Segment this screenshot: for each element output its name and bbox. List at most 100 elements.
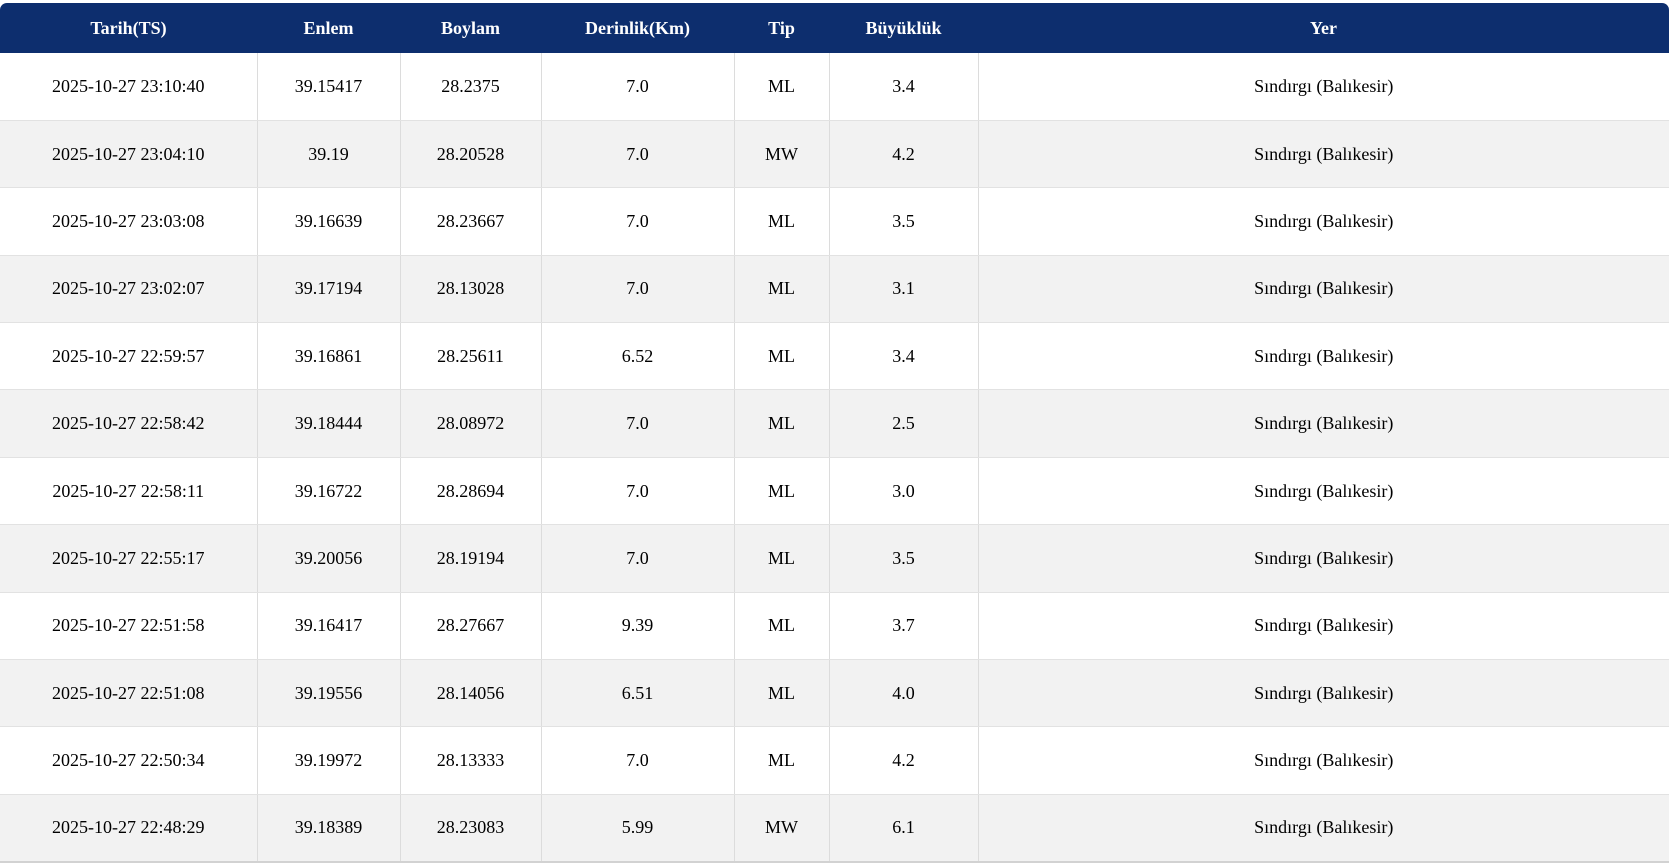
table-cell-tarih: 2025-10-27 22:51:58: [0, 592, 258, 661]
column-header-buyukluk: Büyüklük: [829, 3, 978, 53]
table-cell-buyukluk: 3.4: [829, 53, 979, 121]
table-row: 2025-10-27 23:03:08 39.16639 28.23667 7.0 ML…: [0, 187, 1669, 256]
table-cell-tip: ML: [734, 659, 830, 728]
table-cell-derinlik: 9.39: [541, 592, 735, 661]
table-cell-derinlik: 7.0: [541, 726, 735, 795]
table-cell-yer: Sındırgı (Balıkesir): [978, 322, 1669, 391]
table-cell-enlem: 39.16417: [257, 592, 401, 661]
table-cell-tarih: 2025-10-27 23:04:10: [0, 120, 258, 189]
table-cell-tip: ML: [734, 255, 830, 324]
table-cell-derinlik: 7.0: [541, 255, 735, 324]
table-cell-derinlik: 7.0: [541, 53, 735, 121]
table-cell-derinlik: 7.0: [541, 187, 735, 256]
table-cell-enlem: 39.19: [257, 120, 401, 189]
table-cell-tip: ML: [734, 726, 830, 795]
table-cell-tip: ML: [734, 389, 830, 458]
table-row: 2025-10-27 22:48:29 39.18389 28.23083 5.99 M…: [0, 794, 1669, 863]
table-cell-tip: ML: [734, 524, 830, 593]
table-row: 2025-10-27 22:51:08 39.19556 28.14056 6.51 M…: [0, 659, 1669, 728]
table-cell-tarih: 2025-10-27 23:03:08: [0, 187, 258, 256]
table-cell-tip: ML: [734, 322, 830, 391]
table-cell-boylam: 28.28694: [400, 457, 542, 526]
table-cell-derinlik: 5.99: [541, 794, 735, 863]
table-cell-tip: ML: [734, 53, 830, 121]
table-body: 2025-10-27 23:10:40 39.15417 28.2375 7.0 ML 3…: [0, 53, 1669, 863]
table-cell-yer: Sındırgı (Balıkesir): [978, 53, 1669, 121]
table-row: 2025-10-27 22:58:42 39.18444 28.08972 7.0 ML…: [0, 389, 1669, 458]
table-cell-buyukluk: 3.4: [829, 322, 979, 391]
table-cell-enlem: 39.16722: [257, 457, 401, 526]
table-cell-boylam: 28.23083: [400, 794, 542, 863]
table-cell-buyukluk: 4.0: [829, 659, 979, 728]
table-cell-yer: Sındırgı (Balıkesir): [978, 389, 1669, 458]
table-cell-tarih: 2025-10-27 22:51:08: [0, 659, 258, 728]
table-cell-derinlik: 6.52: [541, 322, 735, 391]
table-cell-tip: MW: [734, 794, 830, 863]
column-header-yer: Yer: [978, 3, 1669, 53]
table-cell-buyukluk: 3.5: [829, 524, 979, 593]
table-row: 2025-10-27 22:58:11 39.16722 28.28694 7.0 ML…: [0, 457, 1669, 526]
table-cell-derinlik: 6.51: [541, 659, 735, 728]
column-header-boylam: Boylam: [400, 3, 541, 53]
table-cell-tip: ML: [734, 187, 830, 256]
table-cell-boylam: 28.27667: [400, 592, 542, 661]
table-row: 2025-10-27 22:51:58 39.16417 28.27667 9.39 M…: [0, 592, 1669, 661]
table-row: 2025-10-27 23:04:10 39.19 28.20528 7.0 MW 4.2…: [0, 120, 1669, 189]
table-cell-buyukluk: 6.1: [829, 794, 979, 863]
table-row: 2025-10-27 22:55:17 39.20056 28.19194 7.0 ML…: [0, 524, 1669, 593]
table-cell-tarih: 2025-10-27 22:58:11: [0, 457, 258, 526]
table-header: Tarih(TS) Enlem Boylam Derinlik(Km) Tip …: [0, 3, 1669, 53]
table-cell-tarih: 2025-10-27 22:48:29: [0, 794, 258, 863]
table-cell-derinlik: 7.0: [541, 389, 735, 458]
table-cell-enlem: 39.18444: [257, 389, 401, 458]
table-cell-buyukluk: 3.1: [829, 255, 979, 324]
table-cell-boylam: 28.14056: [400, 659, 542, 728]
table-row: 2025-10-27 23:10:40 39.15417 28.2375 7.0 ML 3…: [0, 53, 1669, 121]
table-cell-tarih: 2025-10-27 23:02:07: [0, 255, 258, 324]
table-cell-yer: Sındırgı (Balıkesir): [978, 726, 1669, 795]
table-row: 2025-10-27 22:50:34 39.19972 28.13333 7.0 ML…: [0, 726, 1669, 795]
table-cell-tip: ML: [734, 592, 830, 661]
table-cell-enlem: 39.19972: [257, 726, 401, 795]
column-header-tarih: Tarih(TS): [0, 3, 257, 53]
table-cell-yer: Sındırgı (Balıkesir): [978, 794, 1669, 863]
table-row: 2025-10-27 23:02:07 39.17194 28.13028 7.0 ML…: [0, 255, 1669, 324]
earthquake-table: Tarih(TS) Enlem Boylam Derinlik(Km) Tip …: [0, 3, 1669, 863]
table-cell-yer: Sındırgı (Balıkesir): [978, 524, 1669, 593]
table-cell-tarih: 2025-10-27 22:55:17: [0, 524, 258, 593]
table-cell-yer: Sındırgı (Balıkesir): [978, 457, 1669, 526]
table-cell-buyukluk: 2.5: [829, 389, 979, 458]
table-cell-enlem: 39.18389: [257, 794, 401, 863]
table-cell-buyukluk: 3.0: [829, 457, 979, 526]
table-cell-buyukluk: 3.5: [829, 187, 979, 256]
table-cell-enlem: 39.17194: [257, 255, 401, 324]
table-cell-enlem: 39.16861: [257, 322, 401, 391]
table-cell-derinlik: 7.0: [541, 524, 735, 593]
table-cell-boylam: 28.13028: [400, 255, 542, 324]
table-cell-derinlik: 7.0: [541, 457, 735, 526]
table-row: 2025-10-27 22:59:57 39.16861 28.25611 6.52 M…: [0, 322, 1669, 391]
table-cell-enlem: 39.15417: [257, 53, 401, 121]
column-header-derinlik: Derinlik(Km): [541, 3, 734, 53]
table-cell-tarih: 2025-10-27 23:10:40: [0, 53, 258, 121]
table-cell-yer: Sındırgı (Balıkesir): [978, 255, 1669, 324]
table-cell-tarih: 2025-10-27 22:50:34: [0, 726, 258, 795]
table-cell-enlem: 39.19556: [257, 659, 401, 728]
column-header-enlem: Enlem: [257, 3, 400, 53]
table-header-row: Tarih(TS) Enlem Boylam Derinlik(Km) Tip …: [0, 3, 1669, 53]
table-cell-buyukluk: 4.2: [829, 726, 979, 795]
table-cell-tip: MW: [734, 120, 830, 189]
table-cell-boylam: 28.2375: [400, 53, 542, 121]
table-cell-tarih: 2025-10-27 22:59:57: [0, 322, 258, 391]
table-cell-yer: Sındırgı (Balıkesir): [978, 120, 1669, 189]
table-cell-boylam: 28.08972: [400, 389, 542, 458]
table-cell-enlem: 39.16639: [257, 187, 401, 256]
table-cell-yer: Sındırgı (Balıkesir): [978, 592, 1669, 661]
column-header-tip: Tip: [734, 3, 829, 53]
table-cell-enlem: 39.20056: [257, 524, 401, 593]
table-cell-tarih: 2025-10-27 22:58:42: [0, 389, 258, 458]
table-cell-derinlik: 7.0: [541, 120, 735, 189]
table-cell-boylam: 28.25611: [400, 322, 542, 391]
table-cell-boylam: 28.19194: [400, 524, 542, 593]
